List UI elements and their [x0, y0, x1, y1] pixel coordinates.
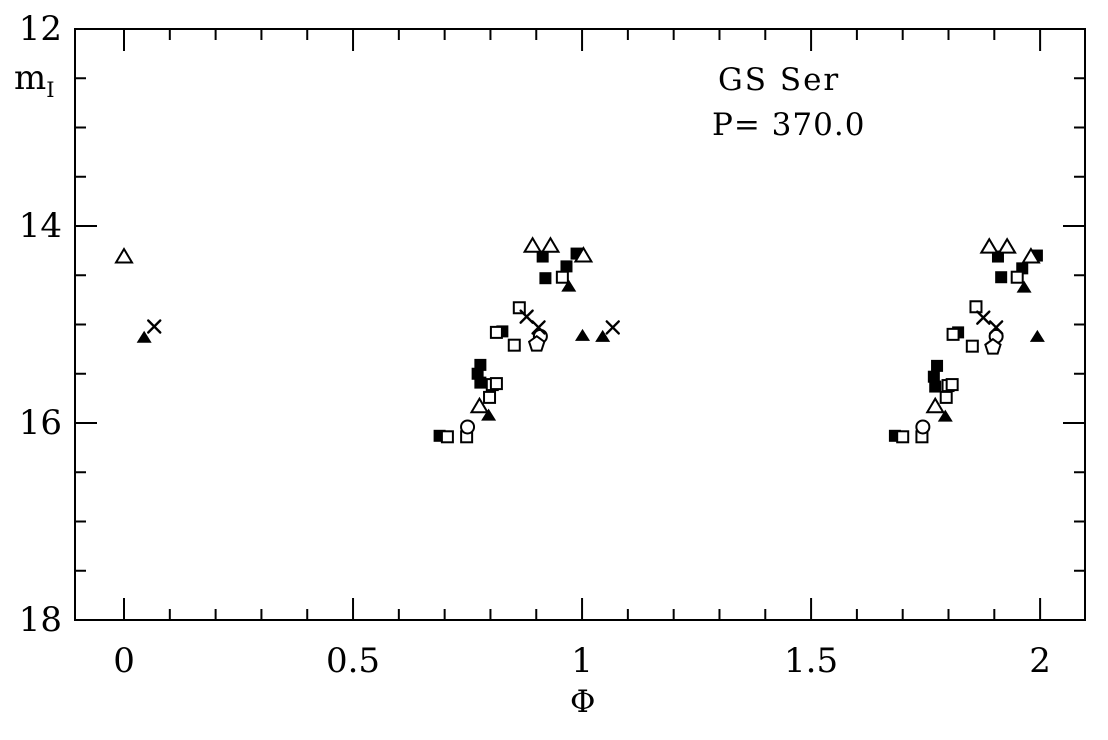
- marker-square-filled: [474, 376, 487, 389]
- marker-square-filled: [536, 250, 549, 263]
- marker-triangle-filled: [1016, 280, 1032, 293]
- marker-triangle-open: [573, 246, 594, 263]
- marker-triangle-filled: [595, 329, 611, 342]
- marker-square-filled: [927, 370, 940, 383]
- marker-square-open: [969, 300, 983, 314]
- marker-triangle-filled: [561, 279, 577, 292]
- y-tick-label: 16: [19, 403, 62, 443]
- marker-triangle-filled: [1029, 329, 1045, 342]
- plot-frame: [74, 28, 1086, 621]
- x-tick-label: 0: [113, 641, 135, 681]
- marker-triangle-filled: [937, 409, 953, 422]
- period-title: P= 370.0: [712, 107, 866, 143]
- marker-square-open: [489, 325, 503, 339]
- star-name-title: GS Ser: [718, 62, 841, 98]
- marker-triangle-open: [540, 236, 561, 253]
- marker-triangle-filled: [481, 408, 497, 421]
- marker-square-open: [939, 390, 953, 404]
- marker-square-open: [512, 301, 526, 315]
- marker-pentagon-open: [527, 334, 546, 352]
- y-tick-label: 18: [19, 600, 62, 640]
- x-tick-label: 1: [571, 641, 593, 681]
- marker-triangle-open: [522, 236, 543, 253]
- marker-square-open: [489, 377, 503, 391]
- marker-square-open: [507, 338, 521, 352]
- marker-triangle-open: [979, 237, 1000, 254]
- marker-circle-open: [460, 419, 476, 435]
- marker-square-open: [946, 327, 960, 341]
- marker-cross: [988, 320, 1004, 335]
- y-axis-label-subscript: I: [46, 77, 55, 102]
- x-tick-label: 1.5: [784, 641, 838, 681]
- marker-cross: [605, 320, 620, 335]
- marker-triangle-open: [997, 237, 1017, 254]
- marker-square-open: [555, 270, 569, 284]
- marker-cross: [147, 319, 162, 334]
- marker-square-open: [965, 339, 979, 353]
- marker-cross: [976, 310, 991, 325]
- y-tick-label: 14: [19, 206, 62, 246]
- x-tick-label: 0.5: [326, 641, 380, 681]
- y-axis-label: mI: [14, 58, 55, 102]
- marker-square-open: [483, 390, 497, 404]
- marker-cross: [519, 309, 534, 324]
- marker-pentagon-open: [984, 337, 1002, 355]
- marker-square-open: [896, 430, 910, 444]
- marker-square-filled: [931, 359, 944, 372]
- marker-square-open: [945, 378, 959, 392]
- marker-triangle-filled: [575, 328, 591, 341]
- marker-circle-open: [915, 419, 931, 435]
- marker-triangle-open: [1021, 247, 1041, 264]
- marker-square-open: [440, 430, 454, 444]
- marker-square-filled: [474, 358, 487, 371]
- marker-triangle-open: [114, 247, 134, 264]
- x-tick-label: 2: [1029, 641, 1051, 681]
- marker-square-open: [1010, 270, 1024, 284]
- x-axis-label: Φ: [570, 684, 596, 720]
- marker-triangle-filled: [136, 330, 152, 343]
- marker-square-filled: [539, 272, 552, 285]
- marker-triangle-open: [469, 396, 490, 414]
- y-axis-label-base: m: [14, 58, 47, 98]
- marker-square-filled: [929, 380, 942, 393]
- marker-square-filled: [1030, 249, 1043, 262]
- y-tick-label: 12: [19, 9, 62, 49]
- marker-square-filled: [995, 271, 1008, 284]
- marker-triangle-open: [925, 396, 945, 414]
- marker-square-filled: [560, 260, 573, 273]
- marker-cross: [531, 320, 546, 335]
